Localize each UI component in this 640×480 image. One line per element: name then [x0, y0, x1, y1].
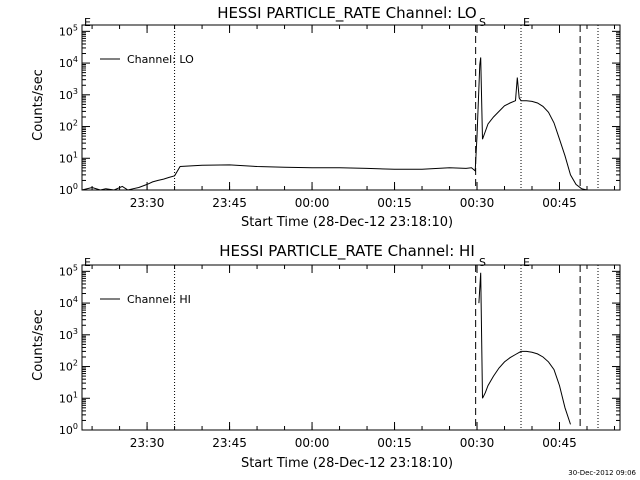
marker-label: E — [523, 16, 530, 29]
footer-timestamp: 30-Dec-2012 09:06 — [568, 469, 636, 477]
y-tick-label: 105 — [59, 23, 78, 38]
y-tick-label: 103 — [59, 327, 78, 342]
plot-frame — [81, 24, 621, 191]
x-tick-label: 00:15 — [377, 196, 412, 210]
y-tick-label: 101 — [59, 150, 78, 165]
plot-frame — [81, 264, 621, 431]
series-line — [478, 272, 571, 425]
x-tick-label: 00:30 — [460, 196, 495, 210]
y-tick-label: 105 — [59, 263, 78, 278]
marker-label: E — [523, 256, 530, 269]
marker-label: E — [84, 256, 91, 269]
y-tick-label: 104 — [59, 295, 78, 310]
y-tick-label: 104 — [59, 55, 78, 70]
x-tick-label: 00:00 — [295, 196, 330, 210]
x-tick-label: 23:30 — [130, 196, 165, 210]
legend-label: Channel: HI — [127, 293, 191, 306]
x-tick-label: 23:45 — [212, 196, 247, 210]
chart-title: HESSI PARTICLE_RATE Channel: HI — [219, 242, 475, 261]
chart-panel-hi: HESSI PARTICLE_RATE Channel: HI 10010110… — [31, 242, 621, 471]
x-tick-label: 00:45 — [542, 196, 577, 210]
legend-label: Channel: LO — [127, 53, 194, 66]
x-tick-label: 00:30 — [460, 436, 495, 450]
x-tick-label: 23:30 — [130, 436, 165, 450]
y-tick-label: 102 — [59, 119, 78, 134]
x-axis-label: Start Time (28-Dec-12 23:18:10) — [241, 215, 453, 230]
y-tick-label: 100 — [59, 422, 78, 437]
plot-area: 100 101 102 103 104 105 23:30 23:45 00:00 00:15 00… — [59, 256, 621, 450]
y-tick-label: 103 — [59, 87, 78, 102]
x-tick-label: 00:45 — [542, 436, 577, 450]
marker-label: S — [479, 16, 486, 29]
y-tick-label: 101 — [59, 390, 78, 405]
plot-area: 100 101 102 103 104 105 23:30 23:45 00:00 00:15 00… — [59, 16, 621, 210]
x-tick-label: 00:00 — [295, 436, 330, 450]
y-tick-label: 100 — [59, 182, 78, 197]
marker-label: E — [84, 16, 91, 29]
x-tick-label: 23:45 — [212, 436, 247, 450]
marker-label: S — [479, 256, 486, 269]
series-line — [81, 57, 588, 191]
y-axis-label: Counts/sec — [31, 69, 46, 141]
x-tick-label: 00:15 — [377, 436, 412, 450]
chart-title: HESSI PARTICLE_RATE Channel: LO — [217, 4, 476, 23]
y-axis-label: Counts/sec — [31, 309, 46, 381]
x-axis-label: Start Time (28-Dec-12 23:18:10) — [241, 456, 453, 471]
chart-panel-lo: HESSI PARTICLE_RATE Channel: LO 10010110… — [31, 4, 621, 230]
y-tick-label: 102 — [59, 359, 78, 374]
